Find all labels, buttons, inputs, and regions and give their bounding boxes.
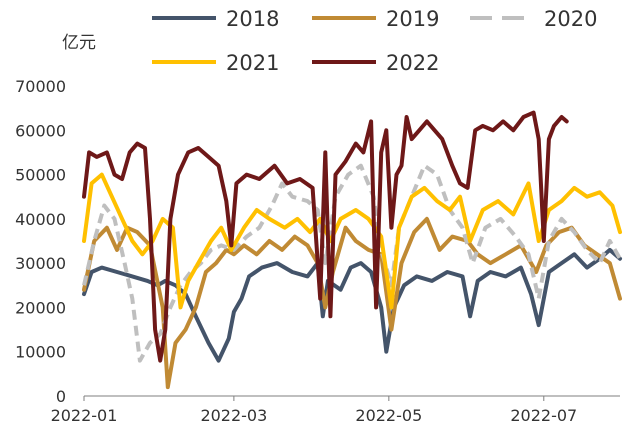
legend-label-2021: 2021 <box>226 51 279 75</box>
x-tick-label: 2022-03 <box>200 406 267 425</box>
legend: 2018 2019 2020 2021 2022 <box>152 7 597 75</box>
y-axis-unit-label: 亿元 <box>62 33 96 53</box>
y-tick-label: 30000 <box>15 254 66 273</box>
legend-label-2018: 2018 <box>226 7 279 31</box>
x-tick-label: 2022-07 <box>510 406 577 425</box>
legend-label-2022: 2022 <box>386 51 439 75</box>
legend-label-2019: 2019 <box>386 7 439 31</box>
series-layer <box>82 110 622 390</box>
x-tick-label: 2022-01 <box>51 406 118 425</box>
y-tick-label: 70000 <box>15 77 66 96</box>
y-tick-label: 20000 <box>15 298 66 317</box>
y-tick-label: 0 <box>56 387 66 406</box>
series-line-2020 <box>82 163 622 363</box>
legend-label-2020: 2020 <box>544 7 597 31</box>
y-tick-label: 10000 <box>15 343 66 362</box>
y-axis-ticks: 0 10000 20000 30000 40000 50000 60000 70000 <box>15 77 66 406</box>
series-line-2022 <box>82 110 569 363</box>
y-tick-label: 40000 <box>15 210 66 229</box>
y-tick-label: 50000 <box>15 166 66 185</box>
x-tick-label: 2022-05 <box>355 406 422 425</box>
series-line-2019 <box>82 216 622 390</box>
y-tick-label: 60000 <box>15 121 66 140</box>
x-axis-ticks: 2022-01 2022-03 2022-05 2022-07 <box>51 396 577 425</box>
